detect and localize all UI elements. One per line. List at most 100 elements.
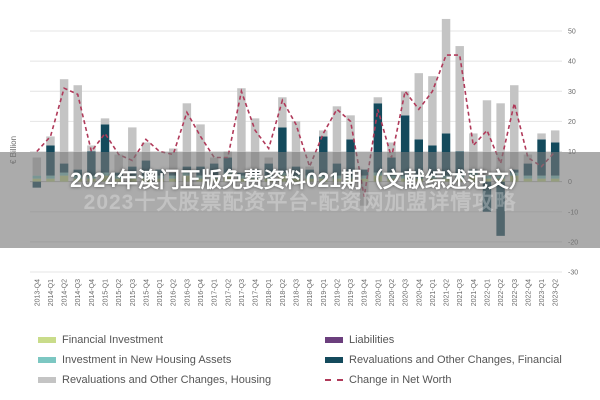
bar-segment: [46, 136, 55, 146]
x-tick-label: 2016-Q1: [157, 279, 164, 306]
x-tick-label: 2022-Q4: [525, 279, 532, 306]
x-tick-label: 2019-Q4: [362, 279, 369, 306]
legend-item-revaluations-housing: Revaluations and Other Changes, Housing: [38, 374, 271, 386]
x-tick-label: 2018-Q1: [266, 279, 273, 306]
legend-dash-swatch: [325, 379, 343, 381]
y-tick-label: 30: [568, 89, 576, 96]
legend-swatch: [38, 377, 56, 383]
x-tick-label: 2015-Q2: [116, 279, 123, 306]
bar-segment: [141, 142, 151, 161]
bar-segment: [469, 133, 478, 170]
x-tick-label: 2021-Q3: [457, 279, 464, 306]
x-tick-label: 2018-Q4: [307, 279, 314, 306]
x-tick-label: 2019-Q2: [334, 279, 341, 306]
x-tick-label: 2018-Q2: [280, 279, 287, 306]
x-tick-label: 2020-Q1: [375, 279, 382, 306]
x-tick-label: 2013-Q4: [34, 279, 41, 306]
x-tick-label: 2021-Q4: [471, 279, 478, 306]
x-axis-ticks: 2013-Q4 2014-Q1 2014-Q2 2014-Q3 2014-Q4 2015-…: [34, 279, 559, 306]
bar-segment: [441, 18, 451, 134]
legend-label: Liabilities: [349, 334, 395, 346]
x-tick-label: 2015-Q4: [143, 279, 150, 306]
x-tick-label: 2018-Q3: [294, 279, 301, 306]
bar-segment: [550, 130, 560, 143]
x-tick-label: 2023-Q2: [553, 279, 560, 306]
x-tick-label: 2022-Q3: [512, 279, 519, 306]
x-tick-label: 2017-Q3: [239, 279, 246, 306]
x-tick-label: 2023-Q1: [539, 279, 546, 306]
bar-segment: [250, 118, 260, 170]
bar-segment: [400, 91, 410, 116]
bar-segment: [278, 97, 287, 128]
overlay-banner: [0, 152, 600, 248]
bar-segment: [278, 127, 287, 173]
bar-segment: [346, 115, 355, 140]
x-tick-label: 2016-Q3: [184, 279, 191, 306]
x-tick-label: 2017-Q1: [212, 279, 219, 306]
bar-segment: [291, 121, 301, 167]
bar-segment: [537, 133, 546, 140]
legend-label: Investment in New Housing Assets: [62, 354, 232, 366]
y-tick-label: 40: [568, 59, 576, 66]
bar-segment: [128, 127, 137, 167]
bar-segment: [387, 142, 396, 158]
bar-segment: [428, 76, 437, 146]
bar-segment: [373, 103, 383, 173]
legend-swatch: [325, 357, 343, 363]
y-tick-label: -30: [568, 270, 578, 277]
x-tick-label: 2014-Q4: [89, 279, 96, 306]
bar-segment: [73, 85, 82, 170]
legend-swatch: [325, 337, 343, 343]
legend-label: Revaluations and Other Changes, Housing: [62, 374, 272, 386]
bar-segment: [237, 88, 246, 173]
x-tick-label: 2014-Q1: [48, 279, 55, 306]
x-tick-label: 2021-Q1: [430, 279, 437, 306]
legend-label: Change in Net Worth: [349, 374, 452, 386]
x-tick-label: 2017-Q4: [253, 279, 260, 306]
x-tick-label: 2022-Q1: [484, 279, 491, 306]
bar-segment: [182, 103, 192, 167]
bar-segment: [510, 85, 519, 170]
legend-label: Revaluations and Other Changes, Financia…: [349, 354, 562, 366]
y-tick-label: 20: [568, 119, 576, 126]
x-tick-label: 2021-Q2: [444, 279, 451, 306]
bar-segment: [482, 100, 492, 176]
bar-segment: [319, 130, 328, 137]
bar-segment: [496, 103, 505, 176]
overlay-title: 2024年澳门正版免费资料021期（文献综述范文）: [70, 169, 530, 192]
x-tick-label: 2014-Q2: [62, 279, 69, 306]
x-tick-label: 2015-Q3: [130, 279, 137, 306]
y-axis-label: € Billion: [9, 136, 18, 164]
x-tick-label: 2019-Q3: [348, 279, 355, 306]
x-tick-label: 2015-Q1: [103, 279, 110, 306]
x-tick-label: 2020-Q4: [416, 279, 423, 306]
legend-item-change-net-worth: Change in Net Worth: [325, 374, 452, 386]
legend-item-investment-new-housing: Investment in New Housing Assets: [38, 354, 231, 366]
x-tick-label: 2017-Q2: [225, 279, 232, 306]
bar-segment: [59, 79, 69, 164]
legend-item-liabilities: Liabilities: [325, 334, 394, 346]
bar-segment: [400, 115, 410, 176]
bar-segment: [100, 118, 110, 125]
y-tick-label: 50: [568, 29, 576, 36]
bar-segment: [196, 124, 205, 167]
legend-label: Financial Investment: [62, 334, 163, 346]
overlay-ghost-text: 2023十大股票配资平台-配资网加盟详情攻略: [83, 191, 517, 214]
bar-segment: [414, 73, 423, 140]
x-tick-label: 2016-Q2: [171, 279, 178, 306]
legend-swatch: [38, 337, 56, 343]
x-tick-label: 2019-Q1: [321, 279, 328, 306]
x-tick-label: 2022-Q2: [498, 279, 505, 306]
legend-item-revaluations-financial: Revaluations and Other Changes, Financia…: [325, 354, 562, 366]
legend: Financial Investment Liabilities Investm…: [38, 334, 578, 394]
bar-segment: [455, 46, 464, 152]
bar-segment: [100, 124, 110, 173]
x-tick-label: 2020-Q2: [389, 279, 396, 306]
x-tick-label: 2020-Q3: [403, 279, 410, 306]
bar-segment: [332, 106, 342, 164]
legend-swatch: [38, 357, 56, 363]
x-tick-label: 2014-Q3: [75, 279, 82, 306]
bar-segment: [373, 97, 383, 104]
x-tick-label: 2016-Q4: [198, 279, 205, 306]
legend-item-financial-investment: Financial Investment: [38, 334, 163, 346]
